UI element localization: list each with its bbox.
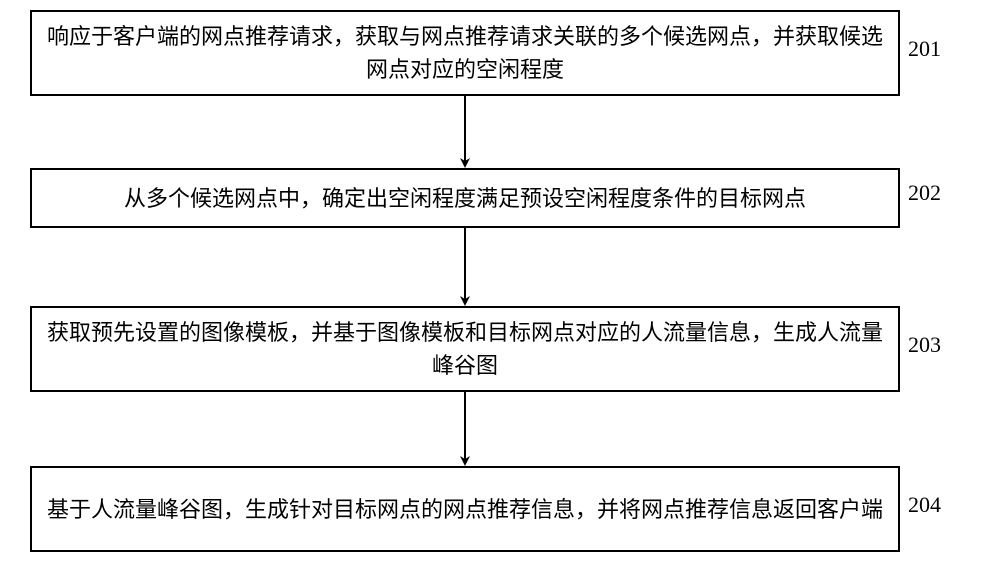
flow-step-label-2: 202: [908, 180, 941, 206]
flow-node-2: 从多个候选网点中，确定出空闲程度满足预设空闲程度条件的目标网点: [30, 168, 900, 228]
flow-node-1: 响应于客户端的网点推荐请求，获取与网点推荐请求关联的多个候选网点，并获取候选网点…: [30, 10, 900, 96]
flowchart-canvas: 响应于客户端的网点推荐请求，获取与网点推荐请求关联的多个候选网点，并获取候选网点…: [0, 0, 1000, 582]
flow-step-label-3: 203: [908, 332, 941, 358]
flow-step-label-1: 201: [908, 36, 941, 62]
flow-node-3-text: 获取预先设置的图像模板，并基于图像模板和目标网点对应的人流量信息，生成人流量峰谷…: [46, 316, 884, 382]
flow-node-1-text: 响应于客户端的网点推荐请求，获取与网点推荐请求关联的多个候选网点，并获取候选网点…: [46, 20, 884, 86]
flow-node-4-text: 基于人流量峰谷图，生成针对目标网点的网点推荐信息，并将网点推荐信息返回客户端: [47, 493, 883, 526]
flow-step-label-4: 204: [908, 492, 941, 518]
flow-node-2-text: 从多个候选网点中，确定出空闲程度满足预设空闲程度条件的目标网点: [124, 182, 806, 215]
flow-node-3: 获取预先设置的图像模板，并基于图像模板和目标网点对应的人流量信息，生成人流量峰谷…: [30, 306, 900, 392]
flow-node-4: 基于人流量峰谷图，生成针对目标网点的网点推荐信息，并将网点推荐信息返回客户端: [30, 466, 900, 552]
